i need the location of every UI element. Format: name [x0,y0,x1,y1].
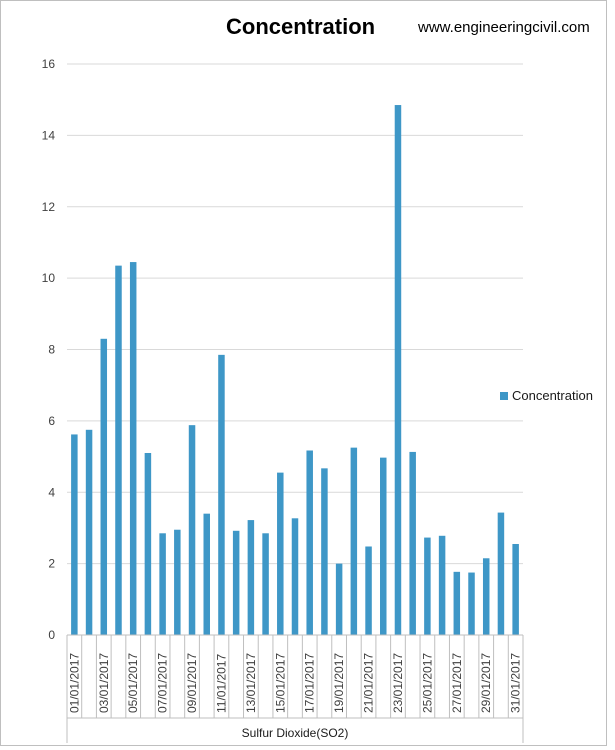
bar [174,529,181,635]
bar [453,571,461,635]
bar [424,537,431,635]
bar [129,262,137,635]
bar [468,572,475,635]
y-tick-label: 6 [48,414,55,428]
bar [203,513,210,635]
bar [100,338,108,635]
bar [159,533,166,635]
x-tick-label: 21/01/2017 [362,653,376,713]
x-tick-label: 27/01/2017 [450,653,464,713]
bar [277,472,284,635]
x-tick-label: 07/01/2017 [156,653,170,713]
legend: Concentration [500,388,593,403]
bar [144,452,152,635]
bar [512,543,519,635]
bar [247,520,255,635]
bar [218,354,225,635]
x-tick-label: 13/01/2017 [244,653,258,713]
bar [409,451,416,635]
bar [71,434,78,635]
x-tick-label: 29/01/2017 [479,653,493,713]
bar [115,265,122,635]
bar [497,512,505,635]
x-tick-label: 15/01/2017 [273,653,287,713]
bar [482,558,490,635]
x-tick-label: 17/01/2017 [303,653,317,713]
x-tick-label: 05/01/2017 [126,653,140,713]
y-tick-label: 2 [48,557,55,571]
bar [232,530,240,635]
y-tick-label: 0 [48,628,55,642]
legend-swatch [500,391,508,400]
bar [262,533,269,635]
y-tick-label: 14 [42,128,56,142]
x-axis-label: Sulfur Dioxide(SO2) [242,726,349,740]
x-tick-label: 23/01/2017 [391,653,405,713]
bar [306,450,313,635]
x-tick-label: 01/01/2017 [67,653,81,713]
watermark-text: www.engineeringcivil.com [418,19,590,36]
x-tick-label: 09/01/2017 [185,653,199,713]
x-tick-label: 11/01/2017 [214,654,228,713]
chart-title: Concentration [226,14,376,39]
x-tick-label: 31/01/2017 [509,653,523,713]
y-tick-label: 12 [42,200,56,214]
bar [188,425,196,635]
bar [438,535,446,635]
y-tick-label: 4 [48,485,55,499]
bar [321,468,328,635]
bar [335,563,343,635]
bar [85,429,93,635]
bar [380,457,387,635]
bar [350,447,358,635]
x-tick-label: 03/01/2017 [97,653,111,713]
y-tick-label: 8 [48,343,55,357]
x-tick-label: 19/01/2017 [332,653,346,713]
bar [291,518,299,635]
y-tick-label: 16 [42,57,56,71]
bar [394,105,402,635]
x-tick-label: 25/01/2017 [420,653,434,713]
legend-label: Concentration [512,388,593,403]
bar [365,546,372,635]
y-tick-label: 10 [42,271,56,285]
